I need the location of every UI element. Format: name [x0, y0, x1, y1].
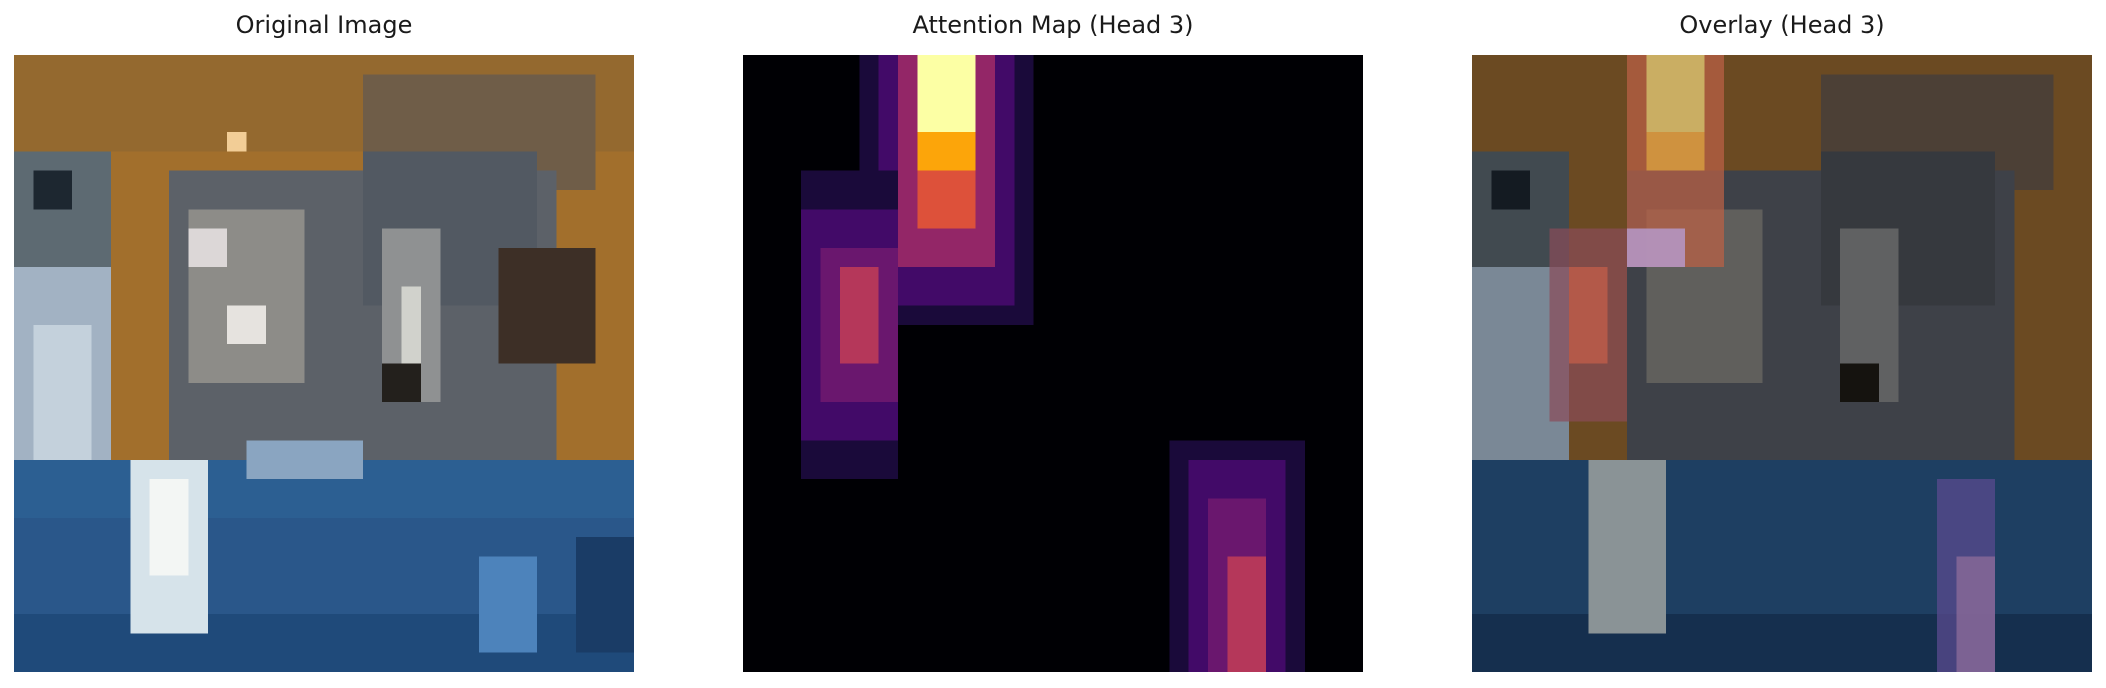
original-image	[14, 55, 634, 672]
attention-map-panel: Attention Map (Head 3)	[743, 0, 1363, 688]
overlay-panel: Overlay (Head 3)	[1472, 0, 2092, 688]
attention-map-title: Attention Map (Head 3)	[912, 11, 1194, 39]
attention-heatmap	[743, 55, 1363, 672]
overlay-title: Overlay (Head 3)	[1679, 11, 1885, 39]
overlay-image	[1472, 55, 2092, 672]
original-image-panel: Original Image	[14, 0, 634, 688]
original-image-title: Original Image	[235, 11, 413, 39]
